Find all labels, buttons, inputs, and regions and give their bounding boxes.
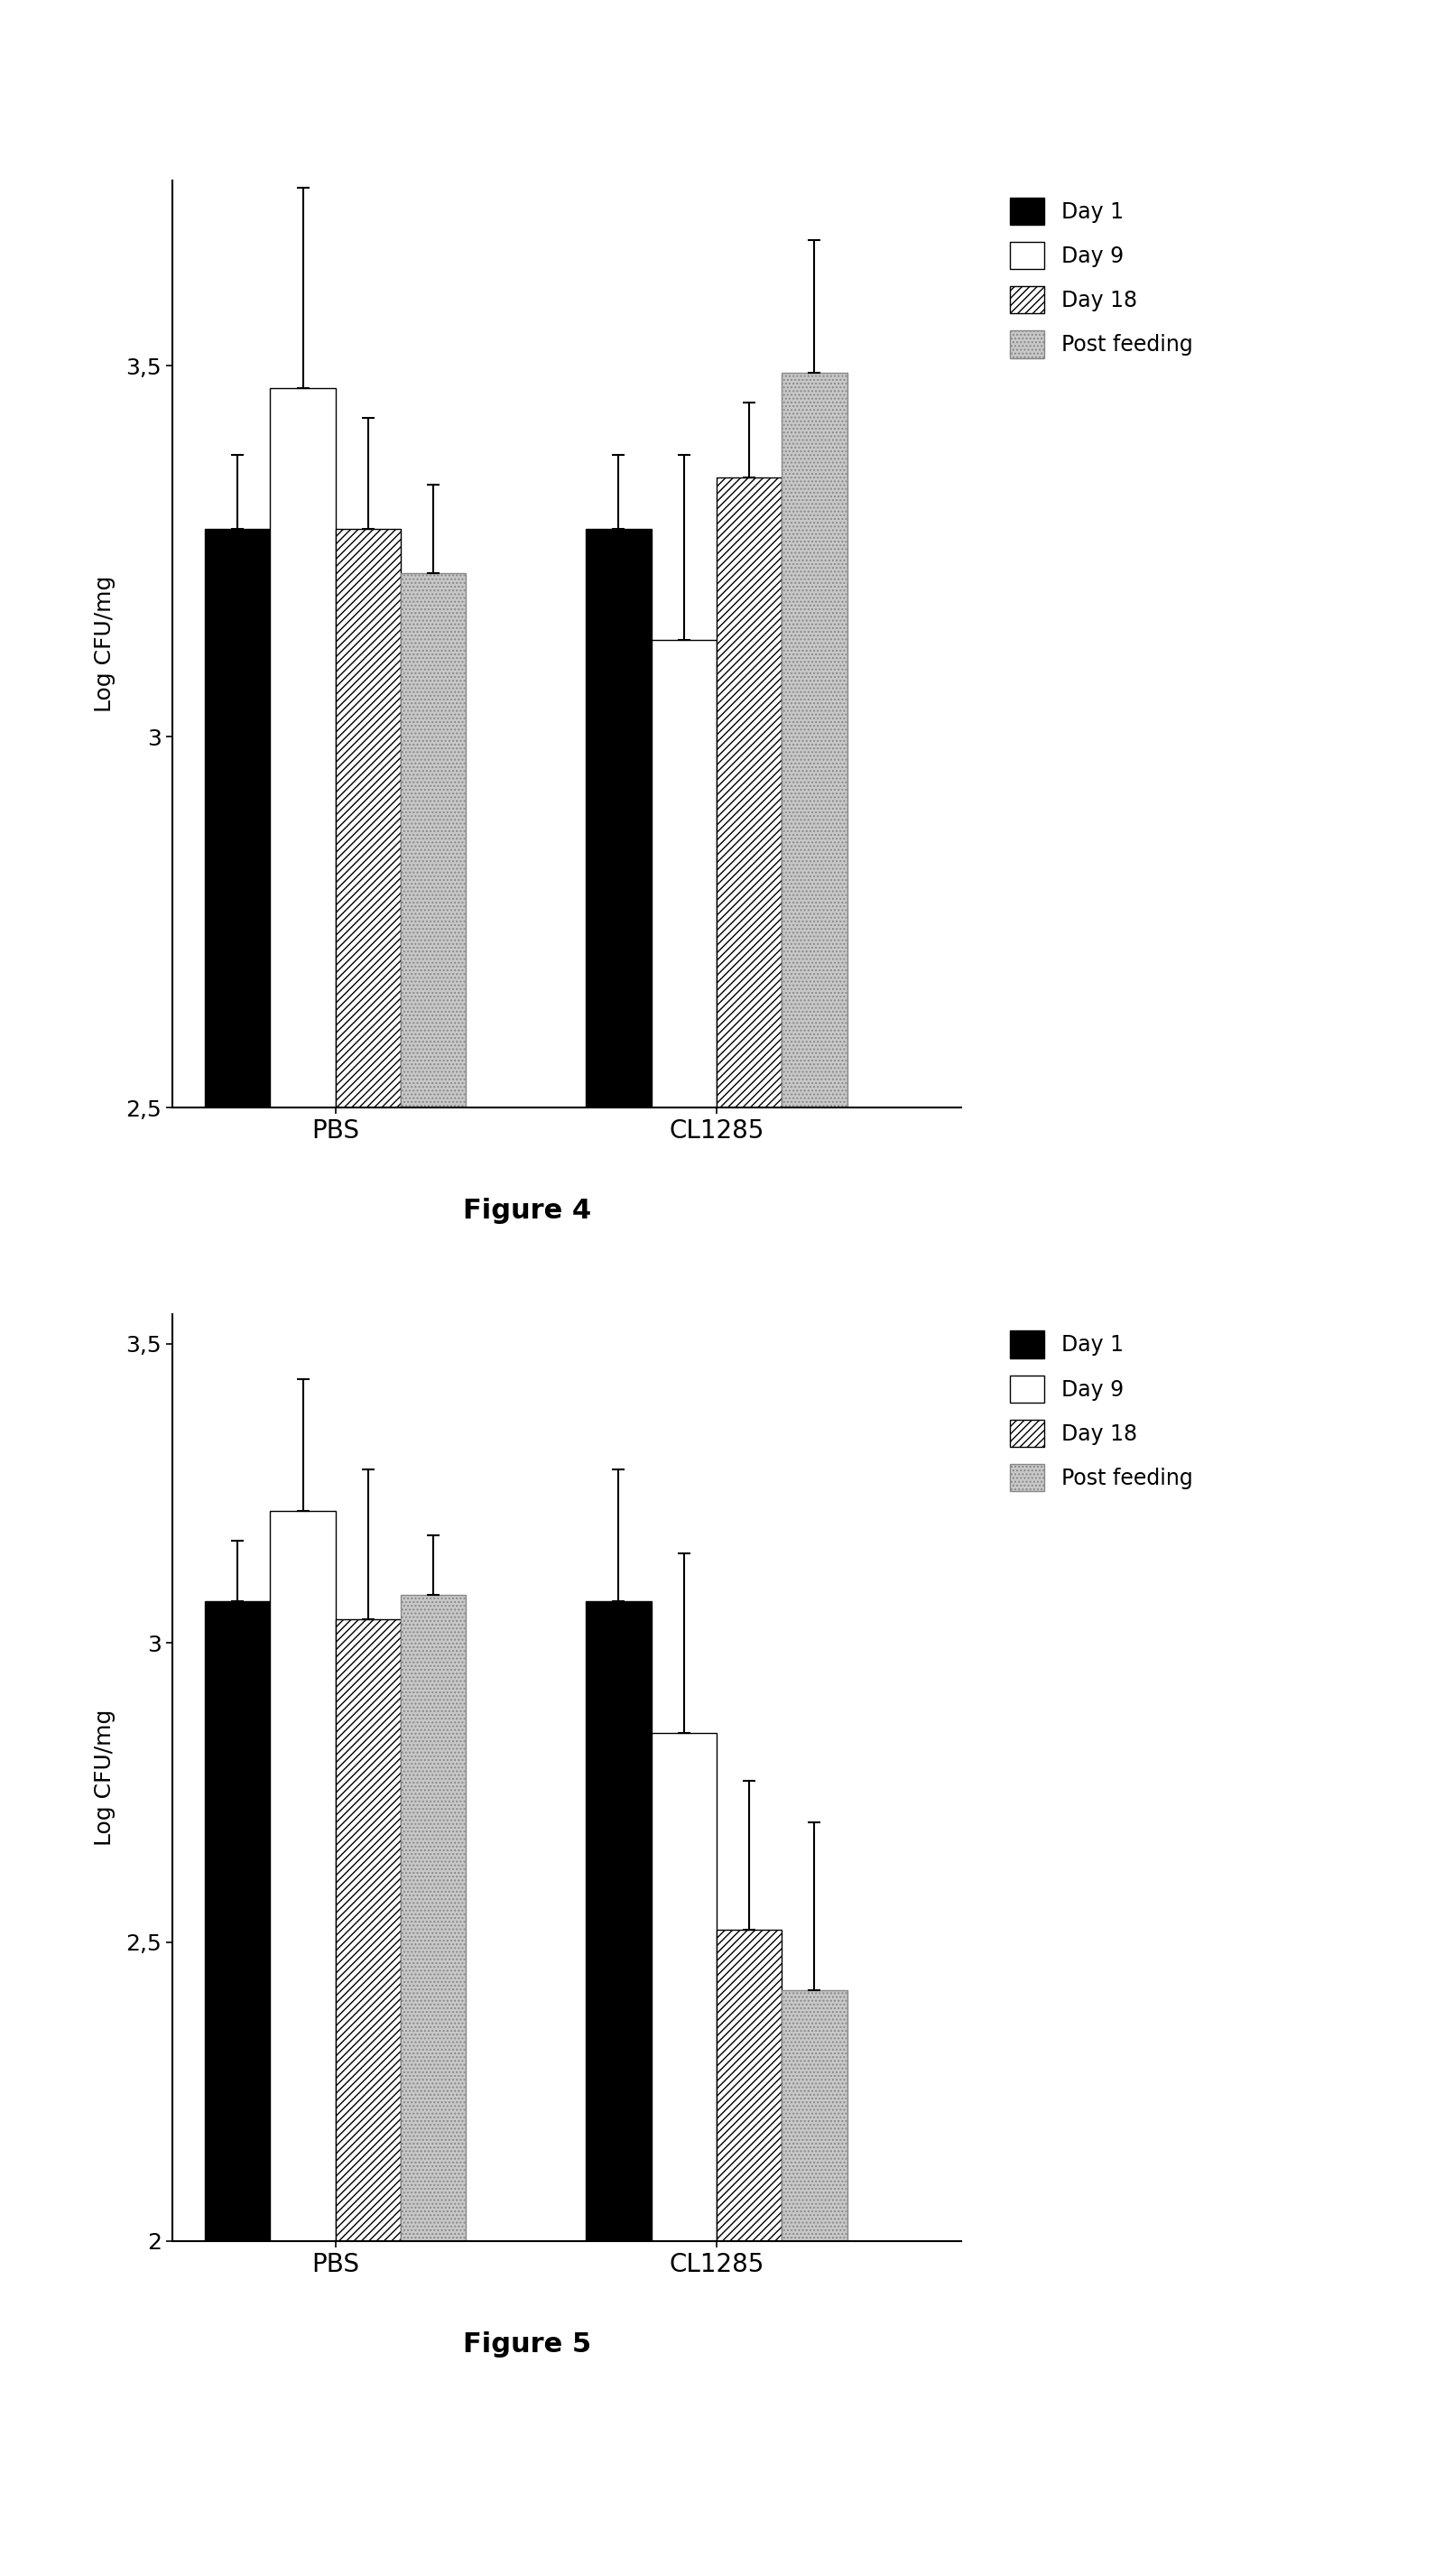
Bar xyxy=(782,374,847,1108)
Bar xyxy=(336,528,400,1108)
Bar xyxy=(716,477,782,1108)
Legend: Day 1, Day 9, Day 18, Post feeding: Day 1, Day 9, Day 18, Post feeding xyxy=(1003,1324,1200,1497)
Bar xyxy=(782,1989,847,2241)
Bar xyxy=(716,1929,782,2241)
Bar xyxy=(270,1512,336,2241)
Y-axis label: Log CFU/mg: Log CFU/mg xyxy=(93,1708,116,1847)
Bar xyxy=(205,528,270,1108)
Text: Figure 5: Figure 5 xyxy=(464,2331,591,2357)
Bar xyxy=(585,528,651,1108)
Bar xyxy=(400,1595,466,2241)
Y-axis label: Log CFU/mg: Log CFU/mg xyxy=(93,574,116,714)
Bar xyxy=(336,1618,400,2241)
Bar xyxy=(651,641,716,1108)
Bar xyxy=(400,574,466,1108)
Legend: Day 1, Day 9, Day 18, Post feeding: Day 1, Day 9, Day 18, Post feeding xyxy=(1003,191,1200,363)
Bar xyxy=(585,1600,651,2241)
Bar xyxy=(270,389,336,1108)
Bar xyxy=(205,1600,270,2241)
Text: Figure 4: Figure 4 xyxy=(464,1198,591,1224)
Bar xyxy=(651,1734,716,2241)
